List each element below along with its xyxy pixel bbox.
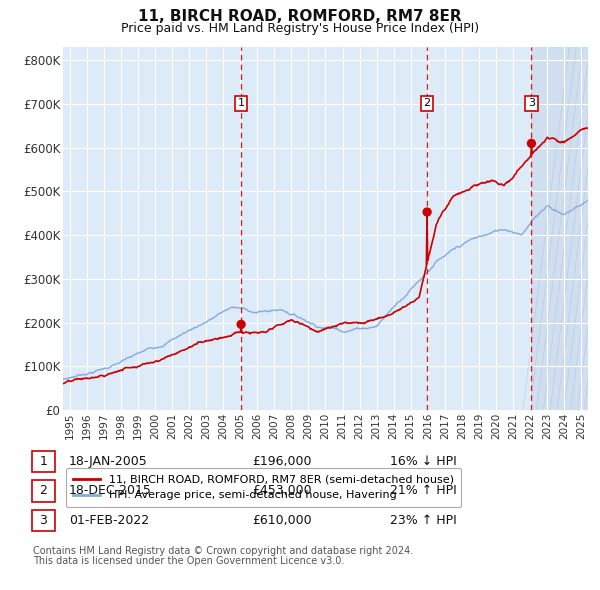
Text: 23% ↑ HPI: 23% ↑ HPI: [390, 514, 457, 527]
Text: 21% ↑ HPI: 21% ↑ HPI: [390, 484, 457, 497]
Text: 11, BIRCH ROAD, ROMFORD, RM7 8ER: 11, BIRCH ROAD, ROMFORD, RM7 8ER: [138, 9, 462, 24]
Text: 1: 1: [39, 455, 47, 468]
Text: 18-DEC-2015: 18-DEC-2015: [69, 484, 152, 497]
Text: Contains HM Land Registry data © Crown copyright and database right 2024.: Contains HM Land Registry data © Crown c…: [33, 546, 413, 556]
Text: This data is licensed under the Open Government Licence v3.0.: This data is licensed under the Open Gov…: [33, 556, 344, 566]
Text: 3: 3: [528, 99, 535, 109]
Text: 01-FEB-2022: 01-FEB-2022: [69, 514, 149, 527]
Text: 18-JAN-2005: 18-JAN-2005: [69, 455, 148, 468]
Point: [527, 139, 536, 148]
Text: 16% ↓ HPI: 16% ↓ HPI: [390, 455, 457, 468]
Text: 2: 2: [424, 99, 431, 109]
Bar: [532, 47, 588, 410]
Text: £196,000: £196,000: [252, 455, 311, 468]
Text: 2: 2: [39, 484, 47, 497]
Text: 3: 3: [39, 514, 47, 527]
Legend: 11, BIRCH ROAD, ROMFORD, RM7 8ER (semi-detached house), HPI: Average price, semi: 11, BIRCH ROAD, ROMFORD, RM7 8ER (semi-d…: [66, 468, 461, 507]
Text: Price paid vs. HM Land Registry's House Price Index (HPI): Price paid vs. HM Land Registry's House …: [121, 22, 479, 35]
Text: £610,000: £610,000: [252, 514, 311, 527]
Text: £453,000: £453,000: [252, 484, 311, 497]
Point: [236, 320, 246, 329]
Point: [422, 207, 432, 217]
Text: 1: 1: [238, 99, 245, 109]
